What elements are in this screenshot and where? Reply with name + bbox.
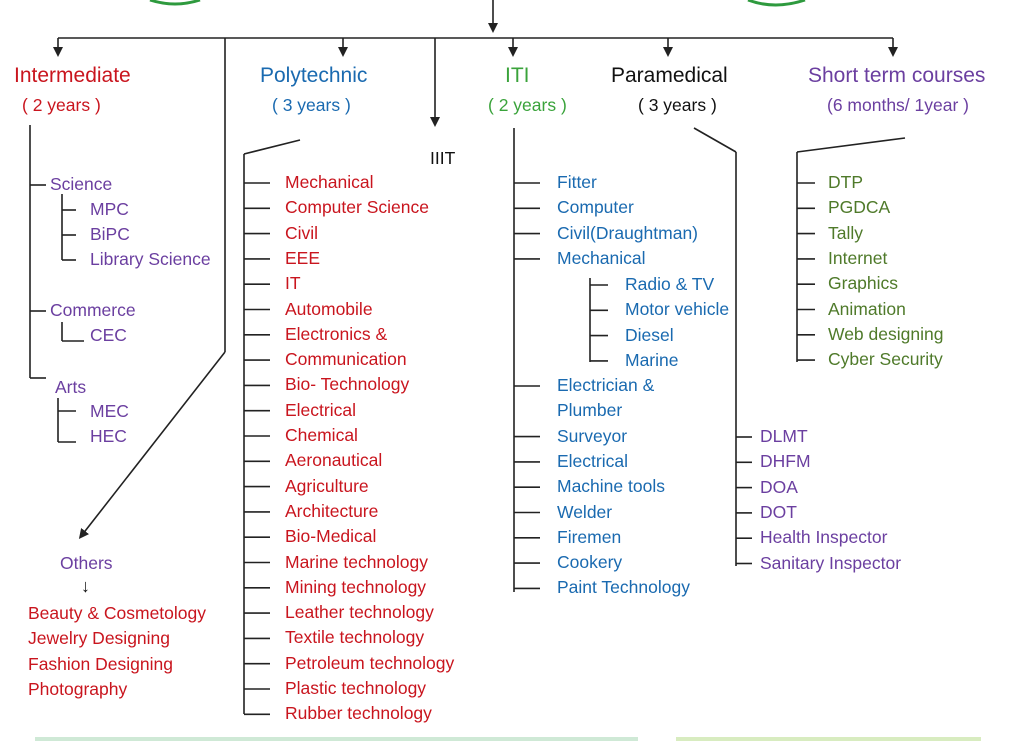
iti-title: ITI — [505, 64, 530, 87]
short-term-item: Graphics — [828, 273, 899, 294]
paramedical-item: DHFM — [760, 451, 811, 472]
others-item: Photography — [28, 678, 128, 699]
short-term-duration: (6 months/ 1year ) — [827, 95, 969, 115]
iti-item: Electrician & — [557, 375, 655, 395]
iti-item: Mechanical — [557, 247, 646, 268]
iti-mechanical-subitem: Motor vehicle — [625, 299, 730, 320]
polytechnic-item: Textile technology — [285, 627, 425, 648]
polytechnic-item: Architecture — [285, 500, 379, 521]
polytechnic-item: Bio-Medical — [285, 526, 377, 547]
others-item: Jewelry Designing — [28, 628, 171, 649]
short-term-item: DTP — [828, 172, 863, 192]
polytechnic-item: Civil — [285, 222, 319, 243]
science-item: Library Science — [90, 249, 211, 269]
science-item: BiPC — [90, 224, 130, 244]
iti-item: Welder — [557, 501, 613, 522]
polytechnic-item: Chemical — [285, 425, 358, 445]
short-term-item: PGDCA — [828, 197, 891, 218]
iti-item: Fitter — [557, 172, 597, 192]
arts-item: HEC — [90, 426, 127, 446]
polytechnic-item: IT — [285, 273, 301, 294]
polytechnic-item: Agriculture — [285, 475, 369, 496]
polytechnic-item: EEE — [285, 247, 321, 268]
polytechnic-item: Leather technology — [285, 602, 434, 623]
short-term-item: Animation — [828, 298, 906, 319]
polytechnic-item: Mining technology — [285, 576, 427, 597]
intermediate-duration: ( 2 years ) — [22, 95, 101, 115]
iti-item: Plumber — [557, 400, 623, 421]
others-arrow-icon: ↓ — [81, 576, 90, 596]
others-item: Beauty & Cosmetology — [28, 603, 207, 623]
short-term-item: Cyber Security — [828, 349, 943, 370]
bottom-bar-left — [35, 737, 638, 741]
polytechnic-item: Aeronautical — [285, 450, 383, 471]
polytechnic-title: Polytechnic — [260, 64, 368, 87]
polytechnic-item: Bio- Technology — [285, 374, 410, 395]
short-term-item: Internet — [828, 247, 888, 268]
science-item: MPC — [90, 199, 129, 219]
iti-mechanical-subitem: Radio & TV — [625, 274, 715, 294]
iti-item: Computer — [557, 197, 634, 218]
polytechnic-item: Communication — [285, 349, 407, 370]
paramedical-item: DLMT — [760, 426, 808, 446]
paramedical-duration: ( 3 years ) — [638, 95, 717, 115]
commerce-label: Commerce — [50, 300, 136, 320]
paramedical-item: DOA — [760, 476, 798, 497]
paramedical-title: Paramedical — [611, 64, 728, 87]
polytechnic-item: Petroleum technology — [285, 652, 455, 673]
polytechnic-item: Mechanical — [285, 172, 374, 192]
iti-duration: ( 2 years ) — [488, 95, 567, 115]
polytechnic-item: Electrical — [285, 399, 356, 420]
short-term-title: Short term courses — [808, 64, 986, 87]
paramedical-item: Sanitary Inspector — [760, 552, 902, 573]
polytechnic-item: Automobile — [285, 298, 373, 319]
commerce-item: CEC — [90, 325, 127, 345]
polytechnic-item: Rubber technology — [285, 703, 432, 724]
science-label: Science — [50, 174, 113, 194]
short-term-item: Tally — [828, 222, 864, 243]
bottom-bar-right — [676, 737, 981, 741]
polytechnic-duration: ( 3 years ) — [272, 95, 351, 115]
intermediate-title: Intermediate — [14, 64, 131, 87]
iti-item: Firemen — [557, 526, 622, 547]
paramedical-item: DOT — [760, 501, 797, 522]
polytechnic-item: Computer Science — [285, 197, 429, 218]
polytechnic-item: Electronics & — [285, 323, 388, 344]
iiit-title: IIIT — [430, 148, 456, 168]
polytechnic-item: Plastic technology — [285, 678, 427, 698]
iti-item: Cookery — [557, 552, 623, 573]
iti-mechanical-subitem: Marine — [625, 349, 679, 370]
iti-item: Machine tools — [557, 476, 665, 497]
short-term-item: Web designing — [828, 323, 944, 344]
arts-item: MEC — [90, 401, 129, 421]
iti-item: Civil(Draughtman) — [557, 222, 699, 243]
others-label: Others — [60, 553, 113, 573]
iti-item: Surveyor — [557, 425, 628, 446]
iti-item: Paint Technology — [557, 577, 690, 598]
iti-item: Electrical — [557, 450, 628, 471]
arts-label: Arts — [55, 377, 87, 397]
paramedical-item: Health Inspector — [760, 527, 888, 548]
polytechnic-item: Marine technology — [285, 551, 428, 572]
others-item: Fashion Designing — [28, 653, 173, 674]
iti-mechanical-subitem: Diesel — [625, 324, 674, 345]
